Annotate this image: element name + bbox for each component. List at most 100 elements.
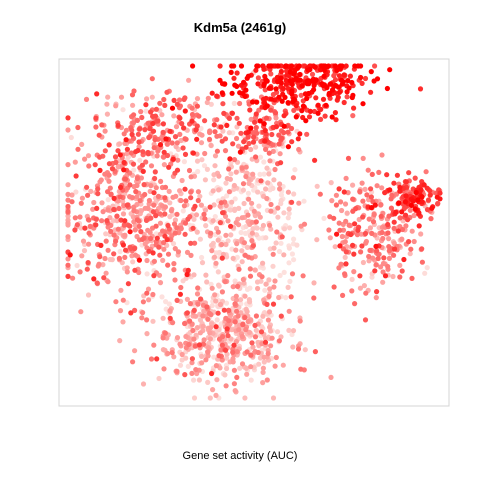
scatter-point [148, 356, 155, 362]
scatter-point [171, 97, 177, 103]
scatter-point [186, 77, 192, 83]
scatter-point [262, 287, 268, 293]
scatter-point [224, 355, 230, 361]
scatter-point [368, 205, 375, 211]
scatter-point [140, 381, 147, 387]
scatter-point [238, 63, 245, 69]
scatter-point [228, 223, 234, 229]
scatter-point [261, 171, 267, 177]
scatter-point [253, 67, 259, 73]
scatter-point [263, 186, 269, 192]
scatter-point [194, 229, 200, 235]
scatter-point [244, 244, 250, 250]
scatter-point [217, 301, 223, 308]
scatter-point [336, 186, 342, 192]
scatter-point [84, 266, 90, 272]
scatter-point [115, 122, 121, 128]
scatter-point [391, 225, 397, 231]
scatter-point [78, 225, 84, 231]
scatter-point [368, 89, 374, 95]
scatter-point [328, 374, 334, 380]
scatter-point [288, 294, 294, 300]
scatter-point [111, 251, 117, 257]
scatter-point [85, 260, 91, 266]
scatter-point [399, 209, 405, 215]
scatter-point [331, 284, 337, 290]
scatter-point [121, 159, 127, 166]
scatter-point [269, 131, 275, 138]
scatter-point [334, 67, 340, 73]
scatter-point [129, 92, 136, 98]
scatter-point [381, 255, 387, 261]
scatter-point [209, 90, 215, 96]
scatter-point [174, 101, 180, 107]
scatter-point [272, 363, 278, 369]
scatter-point [194, 123, 200, 129]
scatter-point [309, 71, 316, 77]
scatter-point [341, 72, 347, 78]
scatter-point [97, 254, 103, 260]
scatter-point [242, 395, 248, 401]
scatter-point [222, 279, 228, 285]
scatter-point [174, 211, 180, 217]
scatter-point [164, 152, 171, 159]
scatter-point [123, 137, 129, 143]
scatter-point [150, 250, 156, 256]
scatter-point [250, 171, 256, 177]
scatter-point [162, 184, 169, 190]
scatter-point [257, 154, 264, 160]
scatter-point [72, 215, 78, 221]
scatter-point [106, 161, 112, 167]
scatter-point [112, 154, 119, 160]
scatter-point [160, 257, 166, 263]
scatter-point [245, 134, 251, 140]
scatter-point [226, 307, 232, 313]
scatter-point [326, 227, 332, 233]
scatter-point [219, 255, 225, 261]
scatter-point [253, 144, 259, 150]
scatter-point [244, 286, 251, 292]
scatter-point [304, 78, 311, 84]
scatter-point [354, 232, 360, 238]
scatter-point [268, 96, 274, 102]
scatter-point [223, 383, 229, 389]
scatter-point [211, 177, 217, 183]
scatter-point [152, 169, 158, 175]
scatter-point [346, 222, 352, 228]
scatter-point [360, 214, 366, 220]
scatter-point [172, 246, 178, 252]
scatter-point [336, 73, 343, 79]
scatter-point [195, 285, 201, 291]
scatter-point [244, 371, 250, 377]
scatter-point [306, 114, 313, 120]
scatter-point [260, 313, 266, 319]
scatter-point [201, 163, 208, 169]
scatter-point [298, 92, 304, 98]
scatter-point [278, 68, 284, 75]
scatter-point [91, 276, 97, 282]
scatter-point [276, 94, 282, 100]
scatter-point [77, 269, 83, 275]
scatter-point [417, 86, 424, 92]
scatter-point [192, 313, 199, 319]
scatter-point [194, 325, 200, 331]
scatter-point [208, 281, 214, 287]
scatter-point [72, 227, 78, 233]
scatter-point [277, 186, 283, 192]
scatter-point [135, 147, 141, 154]
scatter-point [164, 237, 170, 243]
scatter-point [152, 137, 158, 143]
scatter-point [273, 86, 279, 92]
scatter-point [170, 194, 176, 200]
scatter-point [219, 342, 225, 348]
scatter-point [191, 377, 197, 383]
scatter-point [73, 173, 79, 179]
scatter-point [245, 190, 251, 196]
scatter-point [374, 248, 380, 254]
scatter-point [136, 257, 142, 263]
scatter-point [162, 204, 168, 210]
scatter-point [198, 125, 204, 132]
scatter-point [276, 248, 283, 255]
scatter-point [194, 103, 200, 109]
scatter-point [261, 359, 267, 365]
